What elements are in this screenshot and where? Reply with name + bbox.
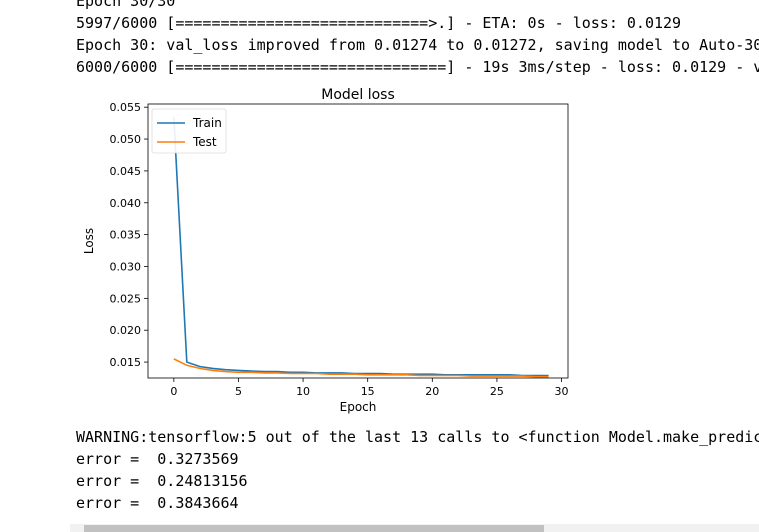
y-tick-label: 0.030: [110, 260, 142, 273]
chart-legend: Train Test: [151, 108, 227, 154]
output-line-warning: WARNING:tensorflow:5 out of the last 13 …: [76, 428, 759, 446]
y-tick-label: 0.020: [110, 324, 142, 337]
x-tick-label: 10: [296, 385, 310, 398]
x-tick-label: 30: [555, 385, 569, 398]
horizontal-scrollbar[interactable]: [70, 524, 759, 532]
output-line-error-3: error = 0.3843664: [76, 494, 239, 512]
y-tick-label: 0.015: [110, 356, 142, 369]
x-axis-label: Epoch: [340, 400, 377, 414]
x-tick-label: 0: [170, 385, 177, 398]
y-tick-label: 0.055: [110, 101, 142, 114]
y-tick-label: 0.050: [110, 133, 142, 146]
x-tick-label: 5: [235, 385, 242, 398]
output-line-epoch-header: Epoch 30/30: [76, 0, 176, 10]
chart-title: Model loss: [321, 87, 395, 103]
y-tick-label: 0.040: [110, 197, 142, 210]
scrollbar-thumb[interactable]: [84, 525, 544, 532]
series-line-train: [173, 116, 549, 377]
output-line-error-2: error = 0.24813156: [76, 472, 248, 490]
output-line-progress-2: 6000/6000 [=============================…: [76, 58, 759, 76]
x-tick-label: 15: [361, 385, 375, 398]
output-line-error-1: error = 0.3273569: [76, 450, 239, 468]
legend-label-train: Train: [192, 116, 222, 130]
output-line-val-loss: Epoch 30: val_loss improved from 0.01274…: [76, 36, 759, 54]
series-line-test: [173, 358, 549, 378]
loss-chart: Model loss 0 5 10 15 20 25 30 0.015 0.020 0.025 0.0…: [82, 87, 569, 414]
y-tick-label: 0.035: [110, 229, 142, 242]
legend-label-test: Test: [192, 135, 217, 149]
y-axis-label: Loss: [82, 228, 96, 254]
y-tick-label: 0.025: [110, 292, 142, 305]
x-tick-label: 20: [425, 385, 439, 398]
plot-frame: [147, 103, 569, 379]
x-tick-label: 25: [490, 385, 504, 398]
y-tick-label: 0.045: [110, 165, 142, 178]
output-line-progress-1: 5997/6000 [============================>…: [76, 14, 682, 32]
